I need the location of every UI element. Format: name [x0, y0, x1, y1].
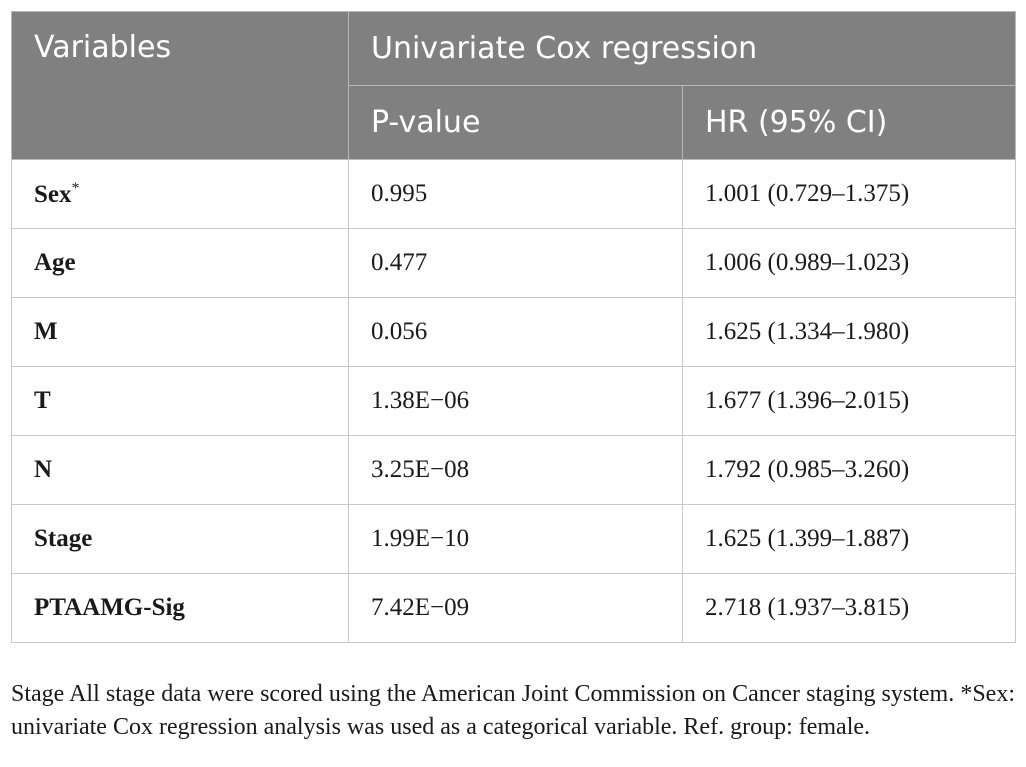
- pvalue-column-header: P-value: [348, 85, 683, 160]
- variables-column-header: Variables: [11, 11, 349, 160]
- variable-cell: PTAAMG-Sig: [11, 573, 349, 643]
- pvalue-cell: 0.056: [348, 297, 683, 367]
- variable-label: Sex: [34, 180, 72, 208]
- hr-cell: 1.677 (1.396–2.015): [681, 366, 1017, 436]
- header-row-1: Variables Univariate Cox regression: [11, 11, 1017, 160]
- table-row: N 3.25E−08 1.792 (0.985–3.260): [11, 435, 1017, 505]
- table-row: Sex* 0.995 1.001 (0.729–1.375): [11, 159, 1017, 229]
- variable-cell: M: [11, 297, 349, 367]
- hr-cell: 1.625 (1.334–1.980): [681, 297, 1017, 367]
- pvalue-cell: 7.42E−09: [348, 573, 683, 643]
- table-footnote: Stage All stage data were scored using t…: [11, 681, 1015, 740]
- table-row: M 0.056 1.625 (1.334–1.980): [11, 297, 1017, 367]
- cox-regression-table: Variables Univariate Cox regression P-va…: [11, 11, 1017, 643]
- hr-cell: 1.625 (1.399–1.887): [681, 504, 1017, 574]
- hr-cell: 1.001 (0.729–1.375): [681, 159, 1017, 229]
- pvalue-cell: 0.995: [348, 159, 683, 229]
- variable-cell: Age: [11, 228, 349, 298]
- variable-cell: T: [11, 366, 349, 436]
- hr-cell: 1.006 (0.989–1.023): [681, 228, 1017, 298]
- hr-column-header: HR (95% CI): [681, 85, 1017, 160]
- pvalue-cell: 3.25E−08: [348, 435, 683, 505]
- pvalue-cell: 1.99E−10: [348, 504, 683, 574]
- table-header: Variables Univariate Cox regression P-va…: [11, 11, 1017, 160]
- header-row-2: P-value HR (95% CI): [12, 85, 1017, 160]
- pvalue-cell: 1.38E−06: [348, 366, 683, 436]
- table-row: Stage 1.99E−10 1.625 (1.399–1.887): [11, 504, 1017, 574]
- table-row: PTAAMG-Sig 7.42E−09 2.718 (1.937–3.815): [11, 573, 1017, 643]
- variable-cell: Stage: [11, 504, 349, 574]
- variable-cell: N: [11, 435, 349, 505]
- table-row: Age 0.477 1.006 (0.989–1.023): [11, 228, 1017, 298]
- univariate-cox-group-header: Univariate Cox regression: [347, 11, 1017, 86]
- footnote-marker: *: [71, 179, 80, 197]
- hr-cell: 2.718 (1.937–3.815): [681, 573, 1017, 643]
- pvalue-cell: 0.477: [348, 228, 683, 298]
- variable-cell: Sex*: [11, 159, 349, 229]
- table-row: T 1.38E−06 1.677 (1.396–2.015): [11, 366, 1017, 436]
- hr-cell: 1.792 (0.985–3.260): [681, 435, 1017, 505]
- table-body: Sex* 0.995 1.001 (0.729–1.375) Age 0.477…: [11, 159, 1017, 643]
- regression-table-container: Variables Univariate Cox regression P-va…: [11, 11, 1017, 643]
